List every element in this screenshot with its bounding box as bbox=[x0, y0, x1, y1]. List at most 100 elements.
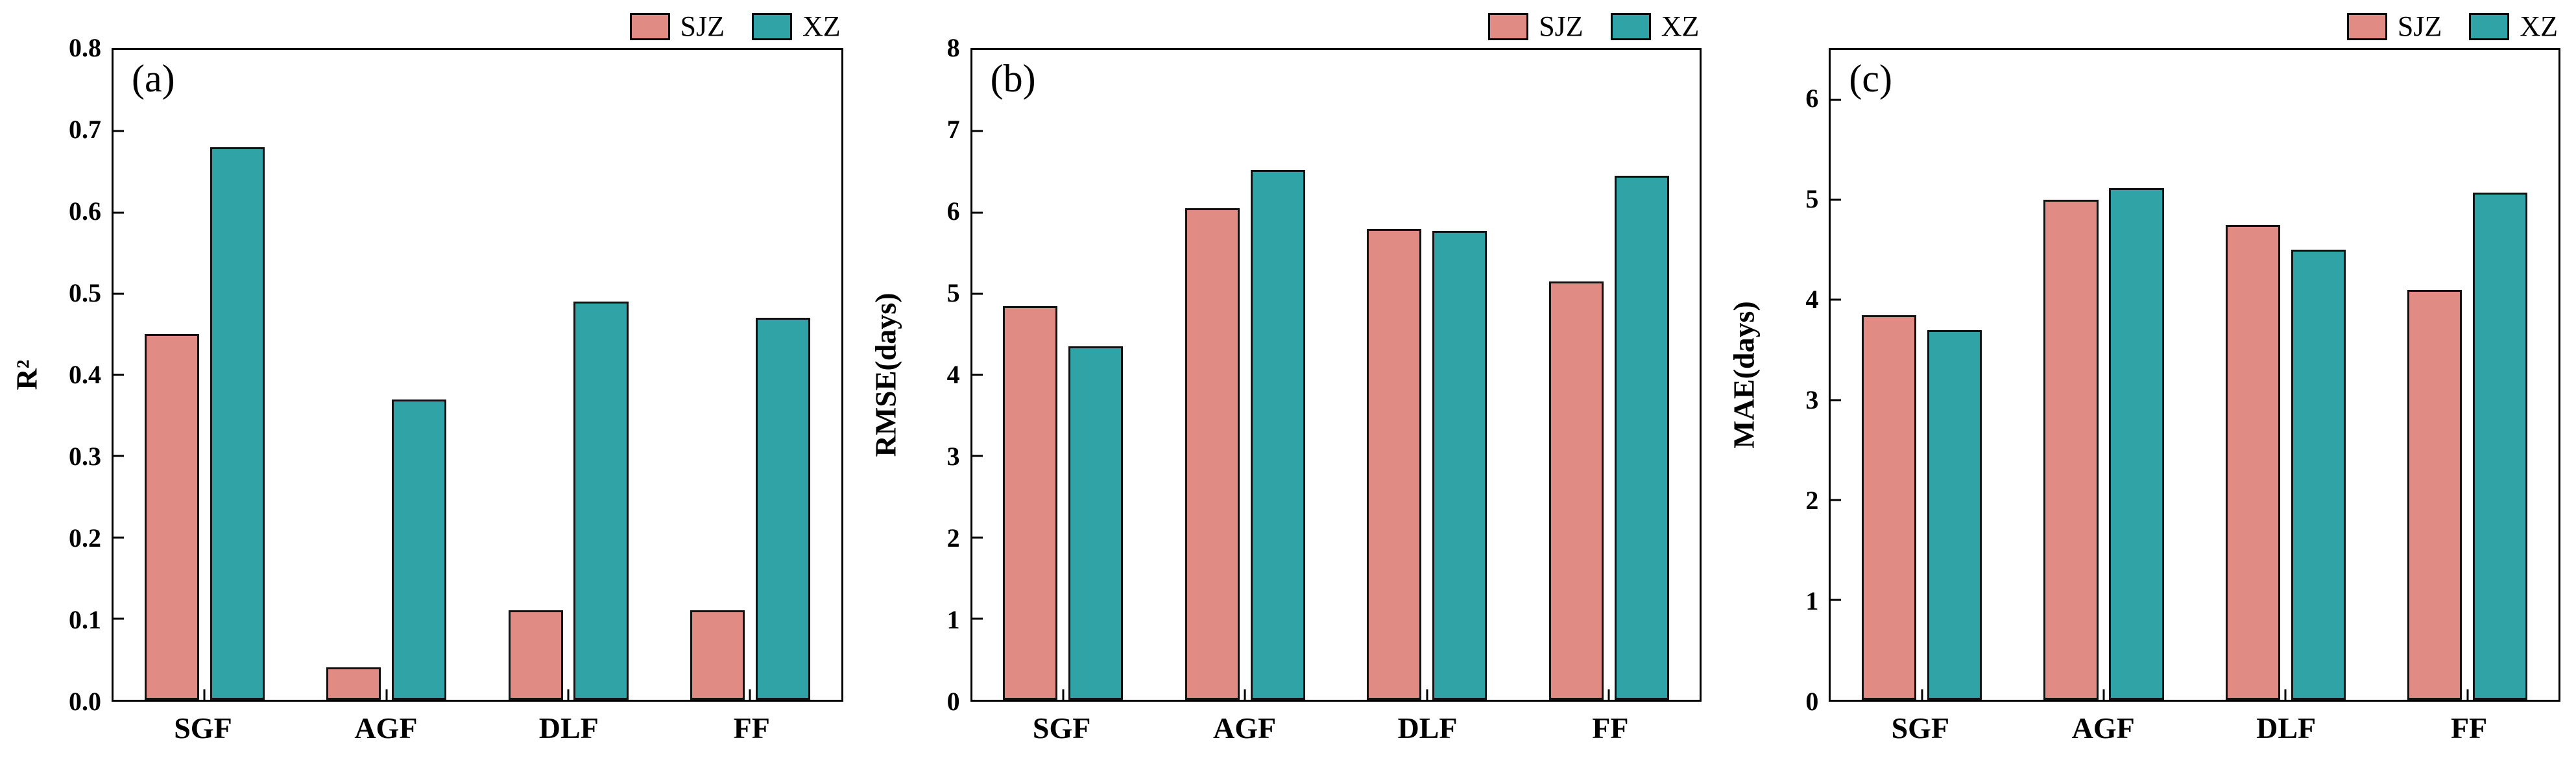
legend-item-xz: XZ bbox=[2469, 12, 2558, 41]
y-tick-label: 2 bbox=[946, 523, 960, 553]
chart-panel-c: SJZ XZ MAE(days) 0 1 2 3 4 5 6 (c) SGF AGF DLF FF bbox=[1717, 0, 2576, 775]
y-tick-column: 0.0 0.1 0.2 0.3 0.4 0.5 0.6 0.7 0.8 bbox=[47, 35, 112, 715]
y-tick-label: 0.8 bbox=[69, 33, 101, 62]
legend-swatch-sjz bbox=[629, 13, 670, 40]
y-tick-label: 0.6 bbox=[69, 197, 101, 226]
y-tick-label: 0.2 bbox=[69, 523, 101, 553]
legend-item-xz: XZ bbox=[752, 12, 841, 41]
y-tick-mark bbox=[114, 130, 124, 132]
bar-xz-dlf bbox=[2291, 250, 2346, 700]
y-tick-mark bbox=[114, 536, 124, 538]
y-tick-label: 6 bbox=[1805, 83, 1819, 113]
chart-panel-b: SJZ XZ RMSE(days) 0 1 2 3 4 5 6 7 8 (b) SGF AGF DL… bbox=[859, 0, 1718, 775]
plot-area: (c) bbox=[1829, 48, 2561, 702]
x-category-label: AGF bbox=[1212, 711, 1277, 745]
legend-label-sjz: SJZ bbox=[1539, 10, 1583, 42]
y-tick-column: 0 1 2 3 4 5 6 7 8 bbox=[906, 35, 970, 715]
x-tick-mark bbox=[203, 689, 206, 700]
x-category-label: DLF bbox=[538, 711, 599, 745]
panel-label: (a) bbox=[132, 57, 175, 100]
y-tick-label: 0.7 bbox=[69, 115, 101, 144]
y-tick-mark bbox=[1831, 298, 1842, 301]
y-tick-mark bbox=[114, 374, 124, 376]
bar-sjz-ff bbox=[2407, 289, 2462, 700]
y-axis-label-column: R² bbox=[6, 48, 47, 702]
chart-body: RMSE(days) 0 1 2 3 4 5 6 7 8 (b) SGF AGF DLF FF bbox=[865, 35, 1702, 775]
legend-swatch-sjz bbox=[2346, 13, 2387, 40]
x-category-label: SGF bbox=[1032, 711, 1091, 745]
bar-sjz-dlf bbox=[2225, 224, 2280, 700]
y-tick-label: 8 bbox=[946, 33, 960, 62]
legend-item-sjz: SJZ bbox=[2346, 10, 2442, 42]
x-tick-mark bbox=[749, 689, 751, 700]
legend-label-xz: XZ bbox=[802, 10, 841, 42]
bar-sjz-ff bbox=[1548, 281, 1604, 700]
y-tick-label: 3 bbox=[946, 442, 960, 471]
y-tick-label: 0.3 bbox=[69, 442, 101, 471]
bar-xz-agf bbox=[2109, 187, 2164, 700]
panel-label: (b) bbox=[990, 57, 1036, 100]
bar-sjz-sgf bbox=[144, 334, 199, 700]
bar-sjz-agf bbox=[1185, 208, 1240, 700]
bar-sjz-sgf bbox=[1862, 315, 1917, 700]
x-axis-labels: SGF AGF DLF FF bbox=[112, 702, 843, 759]
y-tick-mark bbox=[1831, 399, 1842, 401]
bar-sjz-sgf bbox=[1003, 305, 1058, 700]
y-tick-mark bbox=[114, 211, 124, 213]
legend: SJZ XZ bbox=[865, 5, 1702, 48]
y-tick-label: 5 bbox=[946, 278, 960, 307]
x-tick-mark bbox=[2102, 689, 2105, 700]
y-tick-label: 3 bbox=[1805, 385, 1819, 414]
x-category-label: AGF bbox=[354, 711, 418, 745]
x-tick-mark bbox=[1244, 689, 1246, 700]
x-tick-mark bbox=[1426, 689, 1428, 700]
legend-label-xz: XZ bbox=[1661, 10, 1700, 42]
x-tick-mark bbox=[2284, 689, 2287, 700]
bar-xz-agf bbox=[392, 399, 447, 700]
bar-xz-sgf bbox=[1927, 329, 1982, 700]
legend-item-xz: XZ bbox=[1610, 10, 1700, 42]
x-category-label: AGF bbox=[2071, 711, 2135, 745]
y-tick-mark bbox=[972, 211, 983, 213]
x-category-label: DLF bbox=[2256, 711, 2317, 745]
y-tick-mark bbox=[972, 374, 983, 376]
chart-body: MAE(days) 0 1 2 3 4 5 6 (c) SGF AGF DLF FF bbox=[1724, 48, 2561, 775]
y-tick-mark bbox=[972, 617, 983, 620]
y-tick-mark bbox=[972, 292, 983, 295]
y-tick-label: 0 bbox=[1805, 687, 1819, 716]
x-category-label: DLF bbox=[1397, 711, 1458, 745]
bar-xz-dlf bbox=[1432, 231, 1487, 700]
legend: SJZ XZ bbox=[1724, 5, 2560, 48]
x-category-label: FF bbox=[733, 711, 770, 745]
y-tick-label: 6 bbox=[946, 197, 960, 226]
chart-panel-a: SJZ XZ R² 0.0 0.1 0.2 0.3 0.4 0.5 0.6 0.7 0.8 (a… bbox=[0, 0, 859, 775]
bar-xz-sgf bbox=[1068, 346, 1124, 700]
legend-swatch-sjz bbox=[1488, 13, 1529, 40]
y-tick-label: 0 bbox=[946, 687, 960, 716]
bar-xz-dlf bbox=[573, 302, 629, 700]
x-axis-labels: SGF AGF DLF FF bbox=[1829, 702, 2560, 759]
x-tick-mark bbox=[567, 689, 570, 700]
y-axis-label-column: RMSE(days) bbox=[865, 48, 906, 702]
y-tick-label: 0.1 bbox=[69, 605, 101, 634]
y-tick-label: 0.5 bbox=[69, 278, 101, 307]
legend-label-sjz: SJZ bbox=[2397, 10, 2442, 42]
bar-xz-sgf bbox=[210, 147, 265, 700]
plot-area: (b) bbox=[970, 48, 1702, 702]
y-tick-label: 5 bbox=[1805, 184, 1819, 213]
bar-sjz-ff bbox=[690, 610, 745, 700]
y-tick-mark bbox=[1831, 99, 1842, 101]
chart-body: R² 0.0 0.1 0.2 0.3 0.4 0.5 0.6 0.7 0.8 (a) SGF AG… bbox=[6, 35, 843, 775]
plot-column: (a) SGF AGF DLF FF bbox=[112, 48, 843, 775]
y-tick-label: 1 bbox=[1805, 586, 1819, 615]
y-tick-column: 0 1 2 3 4 5 6 bbox=[1764, 48, 1829, 714]
x-tick-mark bbox=[1062, 689, 1065, 700]
x-tick-mark bbox=[2466, 689, 2469, 700]
y-tick-mark bbox=[972, 455, 983, 457]
legend-item-sjz: SJZ bbox=[629, 12, 725, 41]
bar-xz-ff bbox=[2473, 193, 2528, 700]
x-category-label: SGF bbox=[174, 711, 232, 745]
y-axis-label: R² bbox=[10, 359, 43, 390]
y-tick-label: 2 bbox=[1805, 485, 1819, 515]
